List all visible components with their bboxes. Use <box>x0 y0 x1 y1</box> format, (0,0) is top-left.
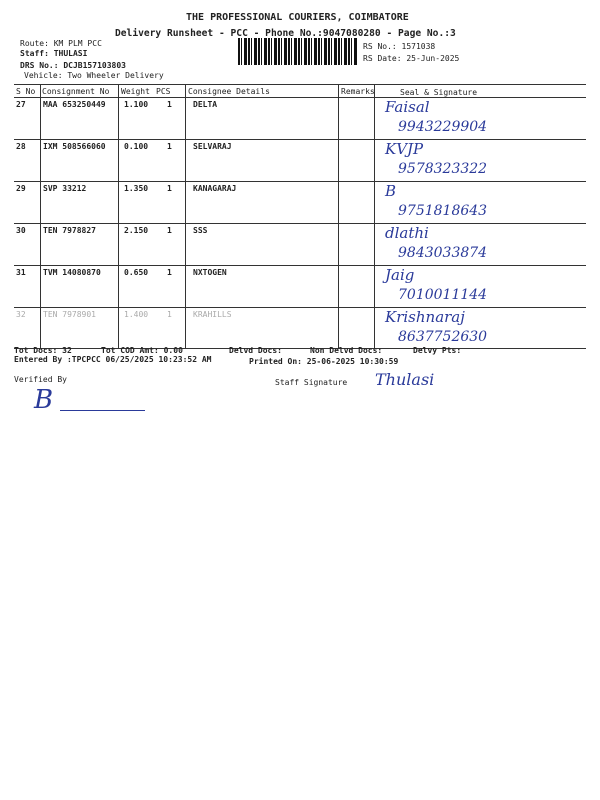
row-phone: 9943229904 <box>398 119 488 135</box>
row-pcs: 1 <box>167 226 172 235</box>
row-sno: 32 <box>16 310 26 319</box>
row-pcs: 1 <box>167 184 172 193</box>
row-consignee: DELTA <box>193 100 218 109</box>
company-title: THE PROFESSIONAL COURIERS, COIMBATORE <box>186 12 409 23</box>
col-consignment: Consignment No <box>42 87 110 96</box>
row-pcs: 1 <box>167 142 172 151</box>
staff-signature: Thulasi <box>375 370 435 389</box>
row-phone: 9751818643 <box>398 203 488 219</box>
row-signature: Faisal <box>385 98 430 116</box>
row-weight: 1.400 <box>124 310 149 319</box>
row-sno: 30 <box>16 226 26 235</box>
row-signature: KVJP <box>385 140 424 158</box>
row-pcs: 1 <box>167 268 172 277</box>
row-consignee: SELVARAJ <box>193 142 232 151</box>
row-phone: 8637752630 <box>398 329 488 345</box>
row-divider <box>14 139 586 140</box>
staff-signature-label: Staff Signature <box>275 378 348 387</box>
runsheet-subtitle: Delivery Runsheet - PCC - Phone No.:9047… <box>115 28 456 39</box>
row-weight: 1.350 <box>124 184 149 193</box>
row-sno: 27 <box>16 100 26 109</box>
row-phone: 7010011144 <box>398 287 488 303</box>
row-divider <box>14 265 586 266</box>
row-pcs: 1 <box>167 310 172 319</box>
col-sno: S No <box>16 87 36 96</box>
rs-date: RS Date: 25-Jun-2025 <box>363 54 460 63</box>
row-consignment-no: SVP 33212 <box>43 184 87 193</box>
verifier-signature-stroke <box>60 410 145 411</box>
col-pcs: PCS <box>156 87 171 96</box>
row-signature: Krishnaraj <box>385 308 465 326</box>
drs-number: DRS No.: DCJB157103803 <box>20 61 126 70</box>
row-sno: 29 <box>16 184 26 193</box>
row-consignee: SSS <box>193 226 208 235</box>
entered-by: Entered By :TPCPCC 06/25/2025 10:23:52 A… <box>14 355 212 364</box>
row-phone: 9578323322 <box>398 161 488 177</box>
row-divider <box>14 223 586 224</box>
row-sno: 28 <box>16 142 26 151</box>
delivery-points: Delvy Pts: <box>413 346 462 355</box>
printed-on: Printed On: 25-06-2025 10:30:59 <box>249 357 399 366</box>
row-signature: dlathi <box>385 224 429 242</box>
route: Route: KM PLM PCC <box>20 39 102 48</box>
staff: Staff: THULASI <box>20 49 88 58</box>
col-consignee: Consignee Details <box>188 87 270 96</box>
row-sno: 31 <box>16 268 26 277</box>
rs-number: RS No.: 1571038 <box>363 42 436 51</box>
row-weight: 1.100 <box>124 100 149 109</box>
non-delivered-docs: Non Delvd Docs: <box>310 346 383 355</box>
col-seal-signature: Seal & Signature <box>400 88 478 97</box>
verifier-signature: B <box>34 385 54 415</box>
verified-by-label: Verified By <box>14 375 67 384</box>
vehicle: Vehicle: Two Wheeler Delivery <box>24 71 164 80</box>
row-phone: 9843033874 <box>398 245 488 261</box>
row-consignment-no: TEN 7978901 <box>43 310 96 319</box>
row-consignment-no: TVM 14080870 <box>43 268 101 277</box>
col-remarks: Remarks <box>341 87 375 96</box>
row-weight: 2.150 <box>124 226 149 235</box>
row-consignee: KANAGARAJ <box>193 184 237 193</box>
row-pcs: 1 <box>167 100 172 109</box>
delivered-docs: Delvd Docs: <box>229 346 282 355</box>
barcode <box>238 38 358 65</box>
row-consignee: KRAHILLS <box>193 310 232 319</box>
row-consignment-no: MAA 653250449 <box>43 100 106 109</box>
row-divider <box>14 307 586 308</box>
row-signature: Jaig <box>385 266 415 284</box>
col-weight: Weight <box>121 87 150 96</box>
row-consignment-no: TEN 7978827 <box>43 226 96 235</box>
row-consignment-no: IXM 508566060 <box>43 142 106 151</box>
total-docs: Tot Docs: 32 <box>14 346 72 355</box>
row-weight: 0.100 <box>124 142 149 151</box>
row-divider <box>14 181 586 182</box>
row-weight: 0.650 <box>124 268 149 277</box>
total-cod: Tot COD Amt: 0.00 <box>101 346 183 355</box>
row-signature: B <box>385 182 397 200</box>
row-consignee: NXTOGEN <box>193 268 227 277</box>
